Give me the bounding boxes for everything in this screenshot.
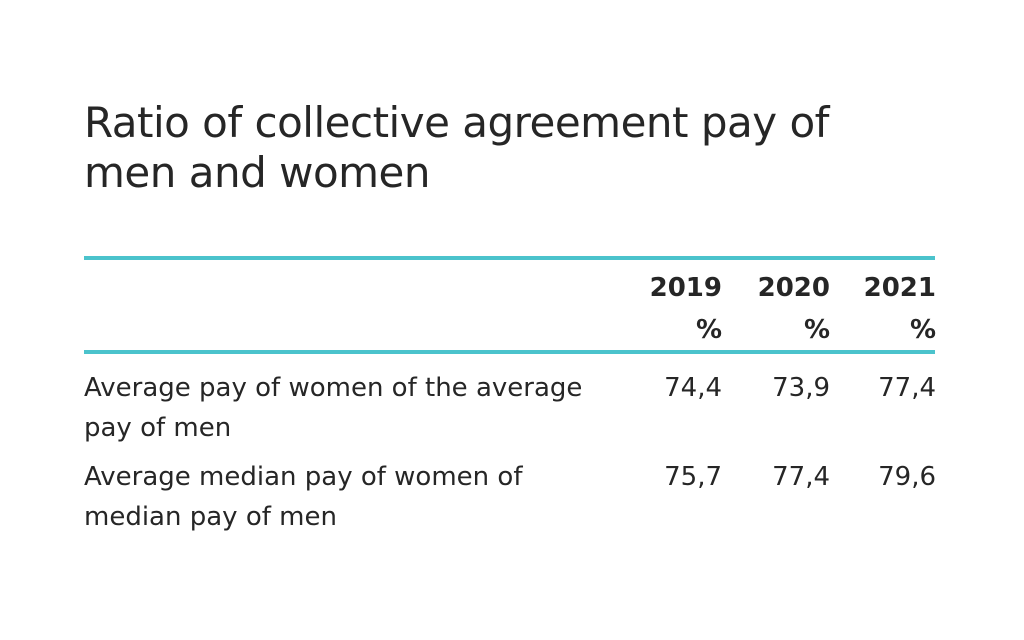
row-label-median-pay: Average median pay of women of median pa… (84, 462, 523, 532)
page-title: Ratio of collective agreement pay of men… (84, 98, 829, 197)
row-label-average-pay: Average pay of women of the average pay … (84, 373, 583, 443)
table-header-divider (84, 350, 935, 354)
cell-average-pay-2020: 73,9 (772, 373, 830, 403)
column-header-2021-unit: % (909, 315, 936, 345)
column-header-2020-year: 2020 (757, 273, 830, 303)
table-top-divider (84, 256, 935, 260)
column-header-2020-unit: % (803, 315, 830, 345)
cell-median-pay-2019: 75,7 (664, 462, 722, 492)
column-header-2019-unit: % (695, 315, 722, 345)
cell-average-pay-2019: 74,4 (664, 373, 722, 403)
cell-median-pay-2021: 79,6 (878, 462, 936, 492)
cell-average-pay-2021: 77,4 (878, 373, 936, 403)
cell-median-pay-2020: 77,4 (772, 462, 830, 492)
column-header-2021-year: 2021 (863, 273, 936, 303)
column-header-2019-year: 2019 (649, 273, 722, 303)
